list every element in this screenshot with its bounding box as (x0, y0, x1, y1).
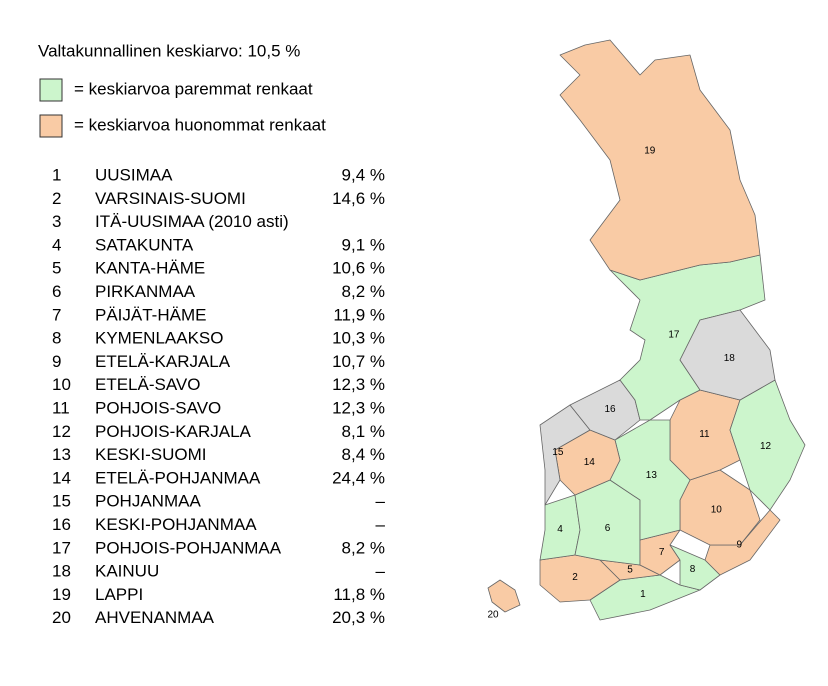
row-value: 12,3 % (332, 375, 385, 394)
region-label: 5 (627, 565, 633, 576)
region-label: 19 (644, 145, 656, 156)
row-name: AHVENANMAA (95, 608, 215, 627)
row-name: KYMENLAAKSO (95, 329, 224, 348)
region-label: 1 (640, 589, 646, 600)
row-number: 15 (52, 492, 71, 511)
legend-label: = keskiarvoa huonommat renkaat (74, 115, 326, 134)
row-number: 14 (52, 468, 71, 487)
row-value: 10,6 % (332, 259, 385, 278)
region (729, 379, 806, 511)
table: 1 UUSIMAA 9,4 % 2 VARSINAIS-SUOMI 14,6 % 3 ITÄ-… (52, 165, 386, 627)
row-number: 5 (52, 259, 61, 278)
row-number: 17 (52, 538, 71, 557)
row-name: KESKI-POHJANMAA (95, 515, 257, 534)
legend: = keskiarvoa paremmat renkaat = keskiarvo… (39, 78, 326, 138)
row-name: POHJANMAA (95, 492, 201, 511)
region-label: 11 (699, 429, 710, 440)
region-label: 13 (646, 470, 658, 481)
region (559, 39, 761, 281)
row-name: ITÄ-UUSIMAA (2010 asti) (95, 212, 289, 231)
row-number: 3 (52, 212, 61, 231)
region-label: 2 (572, 572, 578, 583)
legend-label: = keskiarvoa paremmat renkaat (74, 79, 313, 98)
row-number: 9 (52, 352, 61, 371)
row-name: POHJOIS-POHJANMAA (95, 538, 282, 557)
row-name: ETELÄ-KARJALA (95, 352, 231, 371)
region-label: 15 (552, 447, 564, 458)
row-value: – (376, 562, 386, 581)
row-name: POHJOIS-KARJALA (95, 422, 252, 441)
region-label: 16 (604, 404, 616, 415)
row-number: 20 (52, 608, 71, 627)
region-label: 8 (690, 564, 696, 575)
row-value: 24,4 % (332, 468, 385, 487)
row-value: 14,6 % (332, 189, 385, 208)
region-label: 4 (557, 524, 563, 535)
legend-swatch (39, 114, 63, 138)
region-label: 17 (668, 329, 680, 340)
row-value: 8,2 % (342, 282, 385, 301)
row-number: 12 (52, 422, 71, 441)
row-value: 11,8 % (333, 585, 385, 604)
row-number: 4 (52, 235, 61, 254)
row-number: 6 (52, 282, 61, 301)
row-value: 12,3 % (332, 398, 385, 417)
row-number: 18 (52, 562, 71, 581)
row-name: KANTA-HÄME (95, 259, 205, 278)
region-label: 18 (724, 353, 736, 364)
row-name: ETELÄ-POHJANMAA (95, 468, 261, 487)
row-value: 8,1 % (342, 422, 385, 441)
row-value: – (376, 492, 386, 511)
row-name: VARSINAIS-SUOMI (95, 189, 246, 208)
row-value: 9,4 % (342, 165, 385, 184)
region (487, 579, 521, 613)
row-name: LAPPI (95, 585, 143, 604)
region (679, 309, 776, 401)
row-name: UUSIMAA (95, 165, 173, 184)
row-name: PÄIJÄT-HÄME (95, 305, 206, 324)
row-number: 13 (52, 445, 71, 464)
row-value: 10,3 % (332, 329, 385, 348)
row-value: 9,1 % (342, 235, 385, 254)
row-number: 16 (52, 515, 71, 534)
row-value: 8,4 % (342, 445, 385, 464)
title: Valtakunnallinen keskiarvo: 10,5 % (38, 41, 300, 60)
row-value: – (376, 515, 386, 534)
region-label: 14 (584, 457, 596, 468)
row-number: 2 (52, 189, 61, 208)
row-number: 7 (52, 305, 61, 324)
row-name: POHJOIS-SAVO (95, 398, 221, 417)
row-number: 19 (52, 585, 71, 604)
region-label: 7 (659, 547, 665, 558)
row-name: SATAKUNTA (95, 235, 194, 254)
row-name: KAINUU (95, 562, 159, 581)
row-name: KESKI-SUOMI (95, 445, 206, 464)
row-value: 11,9 % (333, 305, 385, 324)
region-label: 9 (737, 540, 743, 551)
region-label: 20 (487, 610, 499, 621)
row-number: 8 (52, 329, 61, 348)
region-label: 6 (605, 523, 611, 534)
row-number: 10 (52, 375, 71, 394)
region-label: 12 (760, 441, 772, 452)
row-value: 8,2 % (342, 538, 385, 557)
row-value: 10,7 % (332, 352, 385, 371)
row-number: 11 (52, 398, 70, 417)
row-number: 1 (52, 165, 61, 184)
row-name: ETELÄ-SAVO (95, 375, 201, 394)
region-label: 10 (711, 505, 723, 516)
row-value: 20,3 % (332, 608, 385, 627)
row-name: PIRKANMAA (95, 282, 196, 301)
legend-swatch (39, 78, 63, 102)
